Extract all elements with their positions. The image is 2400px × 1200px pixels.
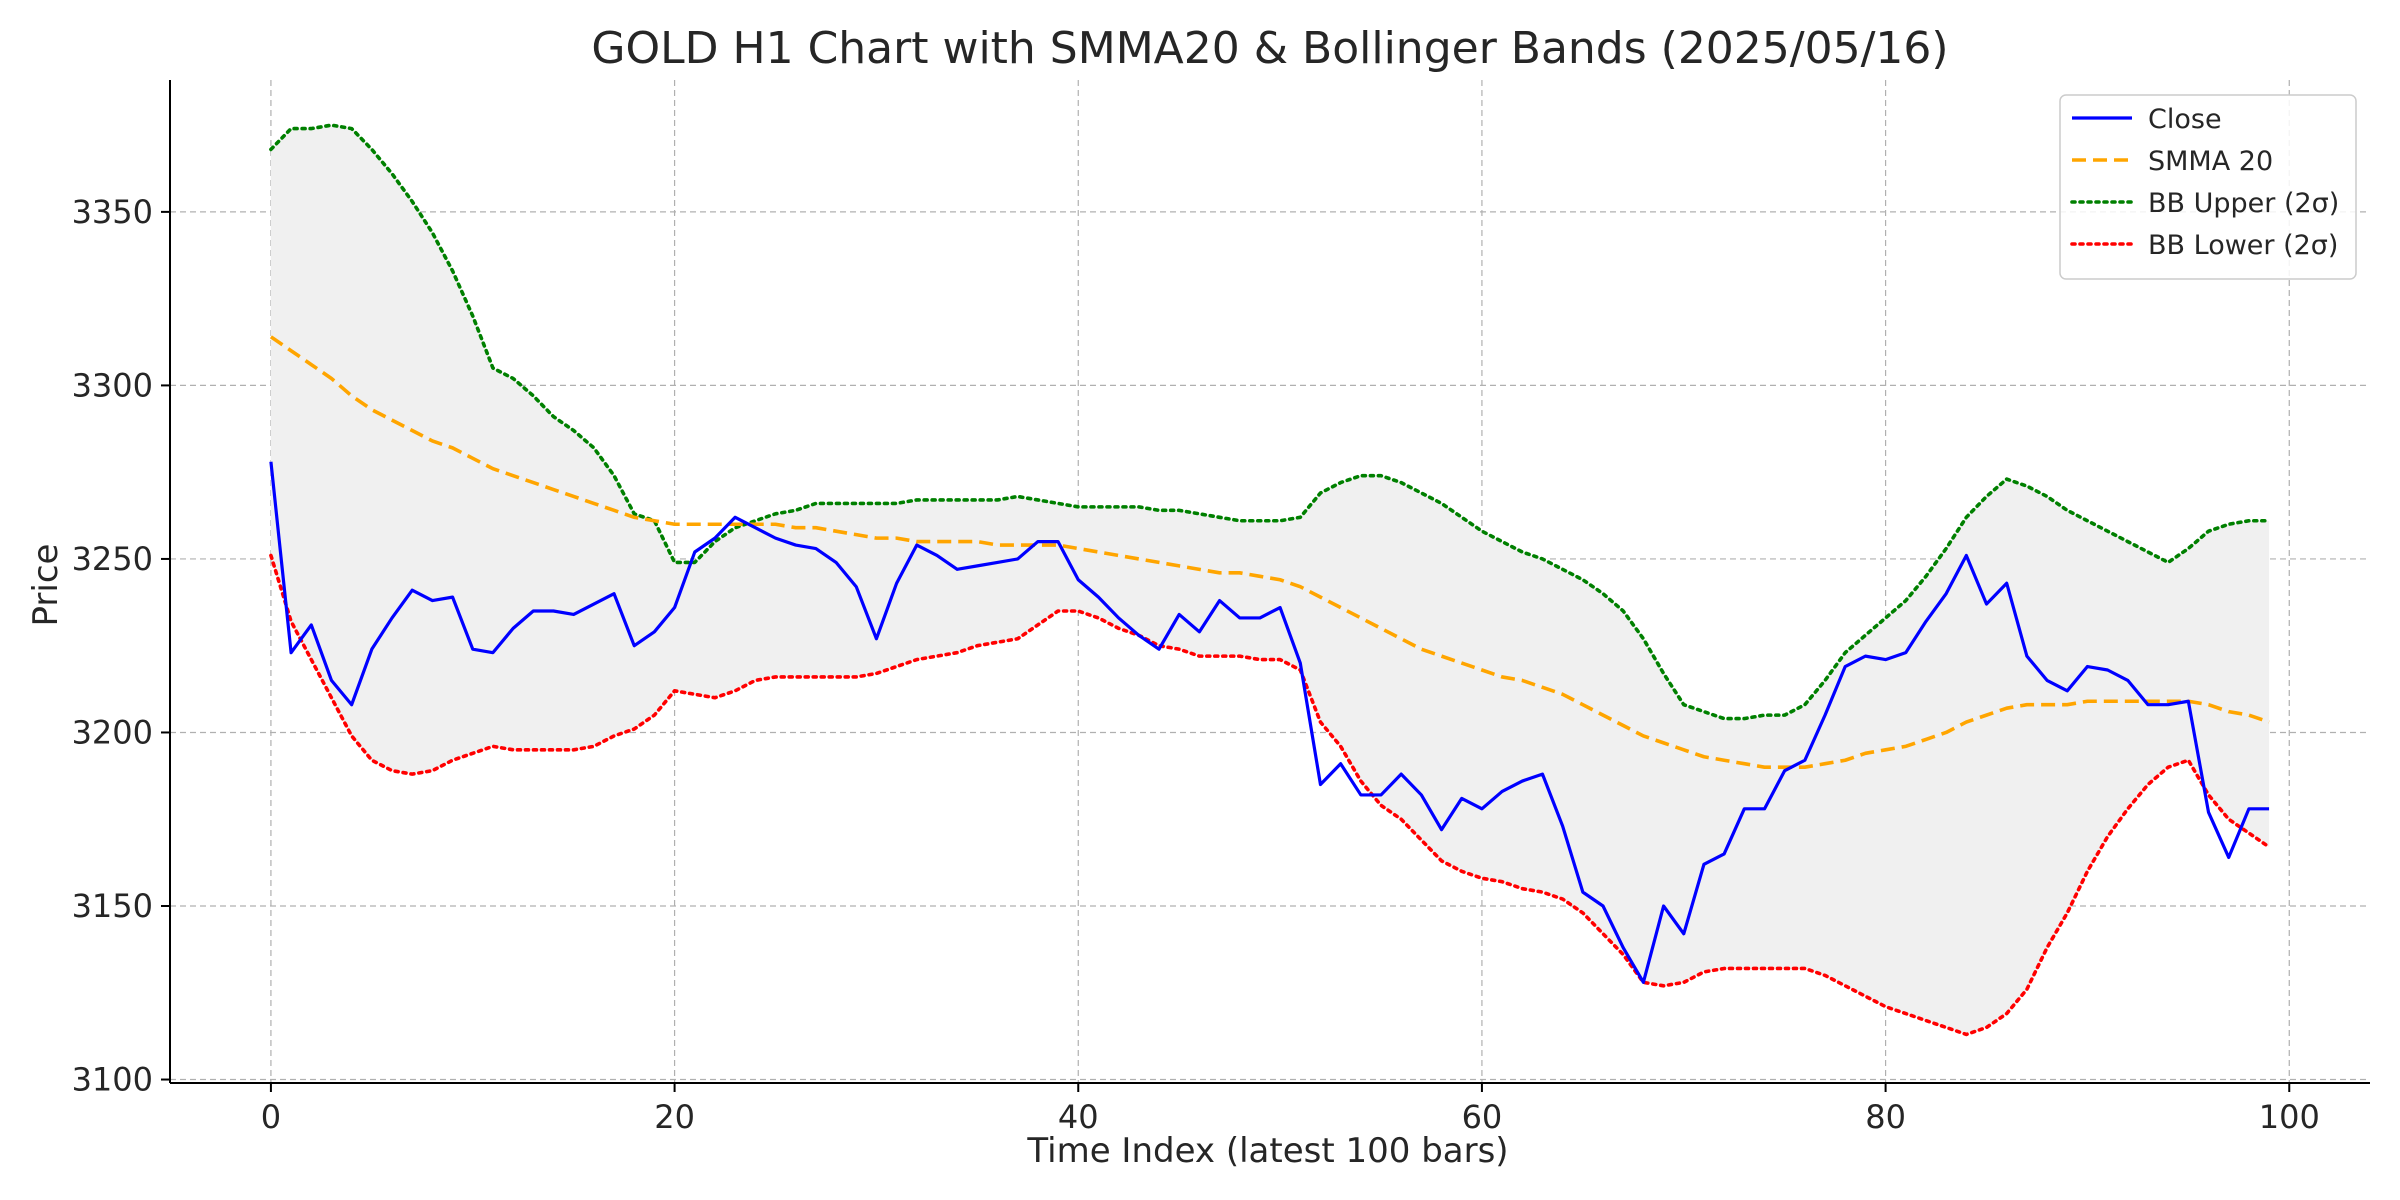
series-line-bb-upper-2 bbox=[269, 123, 2271, 721]
series-lines bbox=[269, 123, 2271, 1037]
legend: Close SMMA 20 BB Upper (2σ) BB Lower (2σ) bbox=[2059, 94, 2357, 280]
legend-box bbox=[2059, 94, 2357, 280]
legend-label: BB Upper (2σ) bbox=[2148, 188, 2339, 219]
x-tick-label: 40 bbox=[1058, 1098, 1099, 1136]
y-tick-label: 3100 bbox=[72, 1061, 153, 1099]
x-tick-label: 100 bbox=[2259, 1098, 2320, 1136]
x-tick-label: 20 bbox=[654, 1098, 695, 1136]
x-tick-label: 60 bbox=[1462, 1098, 1503, 1136]
tick-labels: 0 20 40 60 80 100 3100 3150 3200 3250 3300 3350 bbox=[72, 193, 2320, 1136]
axes bbox=[161, 80, 2370, 1092]
y-tick-label: 3200 bbox=[72, 713, 153, 751]
chart-title: GOLD H1 Chart with SMMA20 & Bollinger Ba… bbox=[591, 23, 1948, 74]
legend-label: BB Lower (2σ) bbox=[2148, 230, 2338, 261]
legend-label: Close bbox=[2148, 104, 2222, 135]
x-axis-label: Time Index (latest 100 bars) bbox=[1026, 1131, 1508, 1171]
y-tick-label: 3250 bbox=[72, 540, 153, 578]
y-axis-label: Price bbox=[26, 544, 66, 627]
x-tick-label: 0 bbox=[261, 1098, 281, 1136]
x-tick-label: 80 bbox=[1865, 1098, 1906, 1136]
y-tick-label: 3350 bbox=[72, 193, 153, 231]
series-line-close bbox=[269, 461, 2270, 984]
legend-label: SMMA 20 bbox=[2148, 146, 2273, 177]
y-tick-label: 3300 bbox=[72, 366, 153, 404]
series-line-bb-lower-2 bbox=[269, 553, 2271, 1037]
y-tick-label: 3150 bbox=[72, 887, 153, 925]
